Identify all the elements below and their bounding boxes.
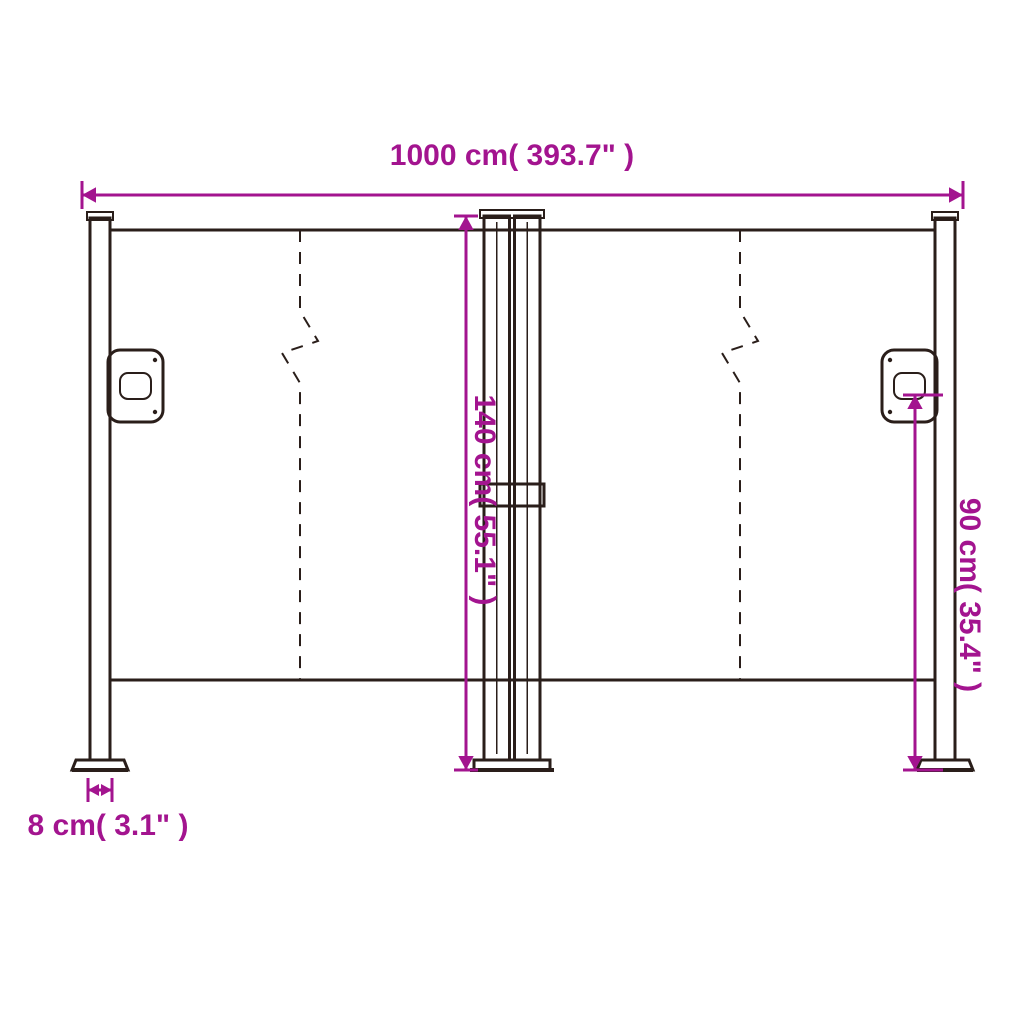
left-handle-slot [120, 373, 151, 399]
width-label: 1000 cm( 393.7" ) [390, 139, 634, 172]
arrowhead [458, 756, 473, 770]
break-line-right [722, 230, 758, 680]
right-post [935, 218, 955, 760]
left-handle-screw-1 [153, 410, 157, 414]
height-label: 140 cm( 55.1" ) [468, 394, 501, 605]
arrowhead [88, 784, 99, 796]
arrowhead [949, 187, 963, 202]
arrowhead [101, 784, 112, 796]
right-handle-screw-0 [888, 358, 892, 362]
post-width-label: 8 cm( 3.1" ) [28, 809, 189, 842]
arrowhead [82, 187, 96, 202]
break-line-left [282, 230, 318, 680]
left-handle-screw-0 [153, 358, 157, 362]
dimension-diagram: 1000 cm( 393.7" ) 140 cm( 55.1" ) 90 cm( 3… [0, 0, 1024, 1024]
left-post [90, 218, 110, 760]
arrowhead [458, 216, 473, 230]
post-height-label: 90 cm( 35.4" ) [953, 498, 986, 692]
right-handle-screw-1 [888, 410, 892, 414]
arrowhead [907, 395, 922, 409]
